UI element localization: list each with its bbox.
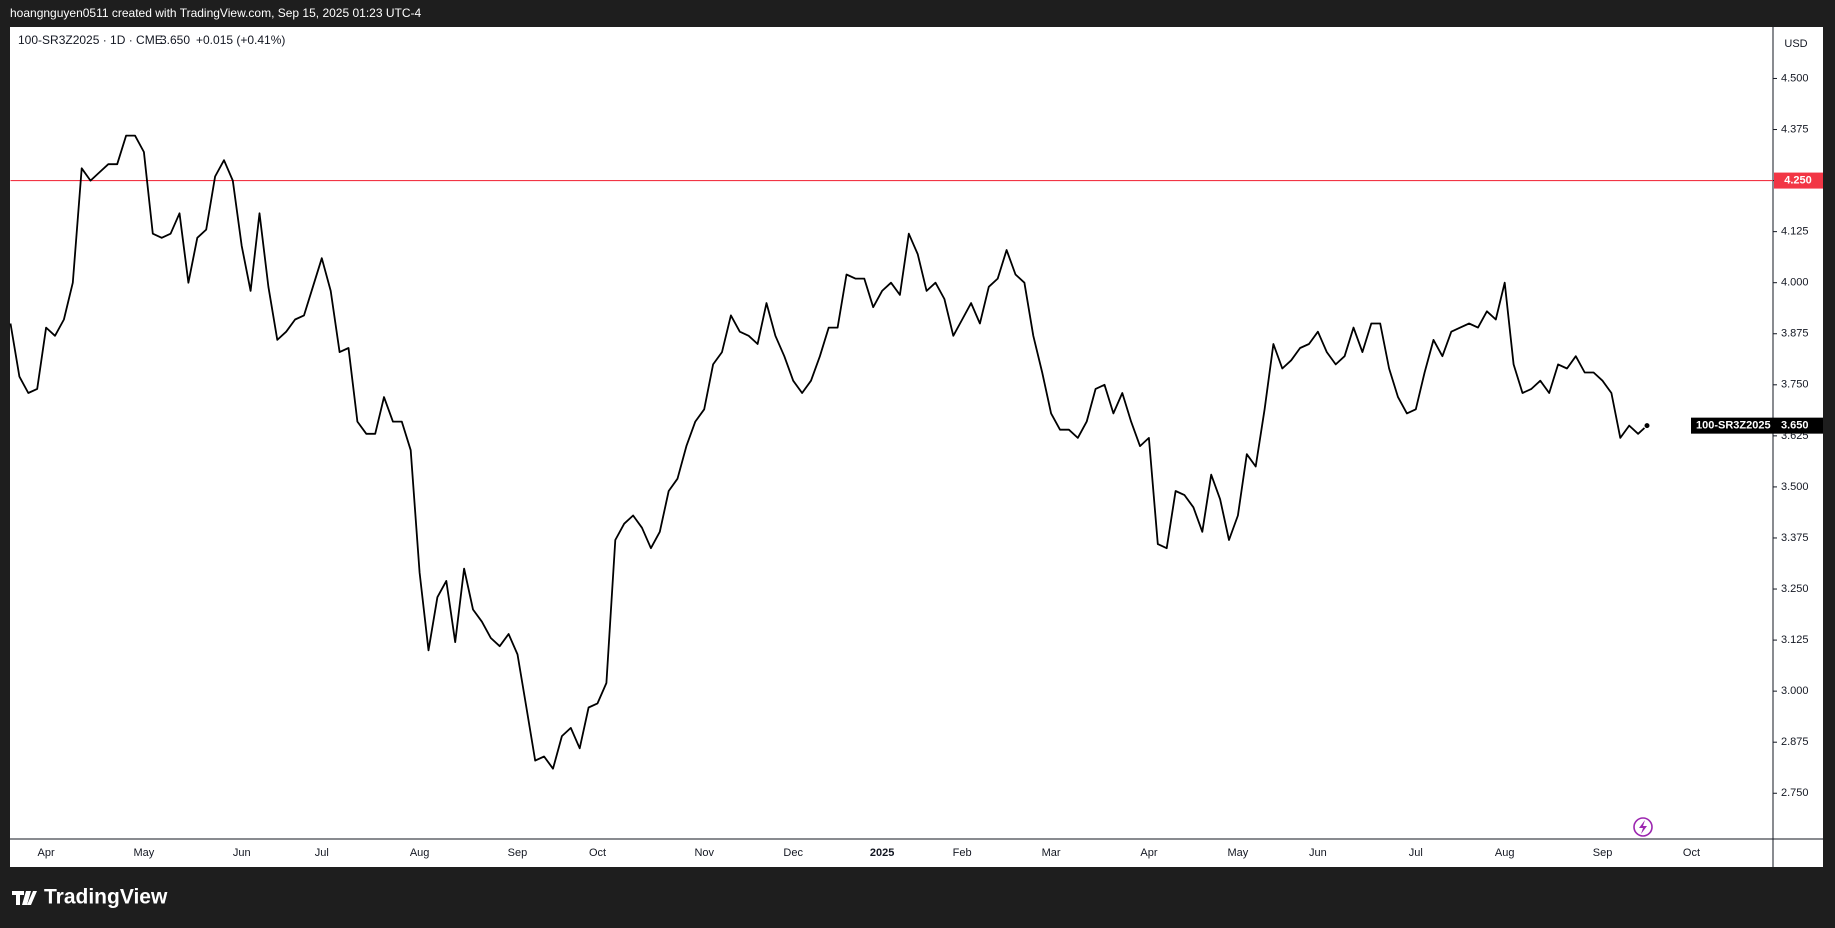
- x-tick-label: Sep: [1593, 847, 1613, 859]
- y-tick-label: 3.750: [1781, 379, 1809, 391]
- chart-panel: [10, 27, 1823, 867]
- y-tick-label: 3.500: [1781, 481, 1809, 493]
- y-tick-label: 2.750: [1781, 787, 1809, 799]
- x-tick-label: Dec: [783, 847, 803, 859]
- x-tick-label: Jun: [233, 847, 251, 859]
- x-tick-label: Jul: [315, 847, 329, 859]
- logo-mark: [12, 891, 37, 905]
- x-tick-label: Apr: [1140, 847, 1157, 859]
- x-tick-label: May: [134, 847, 155, 859]
- hline-label-box: [1774, 172, 1823, 189]
- x-tick-label: Aug: [1495, 847, 1515, 859]
- y-tick-label: 4.375: [1781, 123, 1809, 135]
- icon-ring: [1633, 817, 1653, 837]
- x-tick-label: Sep: [508, 847, 528, 859]
- x-tick-label: Apr: [38, 847, 55, 859]
- y-tick-label: 3.375: [1781, 532, 1809, 544]
- x-tick-label: Oct: [589, 847, 606, 859]
- x-tick-label: Jun: [1309, 847, 1327, 859]
- x-tick-label: 2025: [870, 847, 894, 859]
- last-price-symbol: 100-SR3Z2025: [1696, 420, 1771, 432]
- x-tick-label: Nov: [694, 847, 714, 859]
- y-tick-label: 4.500: [1781, 72, 1809, 84]
- x-tick-label: Jul: [1409, 847, 1423, 859]
- price-unit: USD: [1784, 38, 1807, 50]
- header-text: hoangnguyen0511 created with TradingView…: [10, 6, 421, 20]
- x-tick-label: Feb: [953, 847, 972, 859]
- last-price-label: 3.650: [1781, 420, 1809, 432]
- y-tick-label: 3.250: [1781, 583, 1809, 595]
- y-tick-label: 2.875: [1781, 736, 1809, 748]
- icon-bolt: [1639, 820, 1647, 834]
- y-tick-label: 3.875: [1781, 328, 1809, 340]
- last-price-box: [1691, 417, 1823, 434]
- snapshot-icon[interactable]: [1633, 817, 1653, 837]
- y-tick-label: 4.000: [1781, 277, 1809, 289]
- legend-symbol: 100-SR3Z2025 · 1D · CME: [18, 33, 163, 47]
- price-line: [9, 134, 1648, 770]
- legend-price: 3.650: [160, 33, 190, 47]
- x-tick-label: Mar: [1042, 847, 1061, 859]
- y-tick-label: 3.125: [1781, 634, 1809, 646]
- x-tick-label: Aug: [410, 847, 430, 859]
- last-point: [1643, 422, 1651, 430]
- legend-change: +0.015 (+0.41%): [196, 33, 285, 47]
- x-tick-label: May: [1227, 847, 1248, 859]
- y-tick-label: 4.125: [1781, 226, 1809, 238]
- logo-text: TradingView: [44, 886, 168, 909]
- hline-label: 4.250: [1784, 174, 1812, 186]
- y-tick-label: 3.000: [1781, 685, 1809, 697]
- footer-logo[interactable]: TradingView: [12, 886, 168, 909]
- x-tick-label: Oct: [1683, 847, 1700, 859]
